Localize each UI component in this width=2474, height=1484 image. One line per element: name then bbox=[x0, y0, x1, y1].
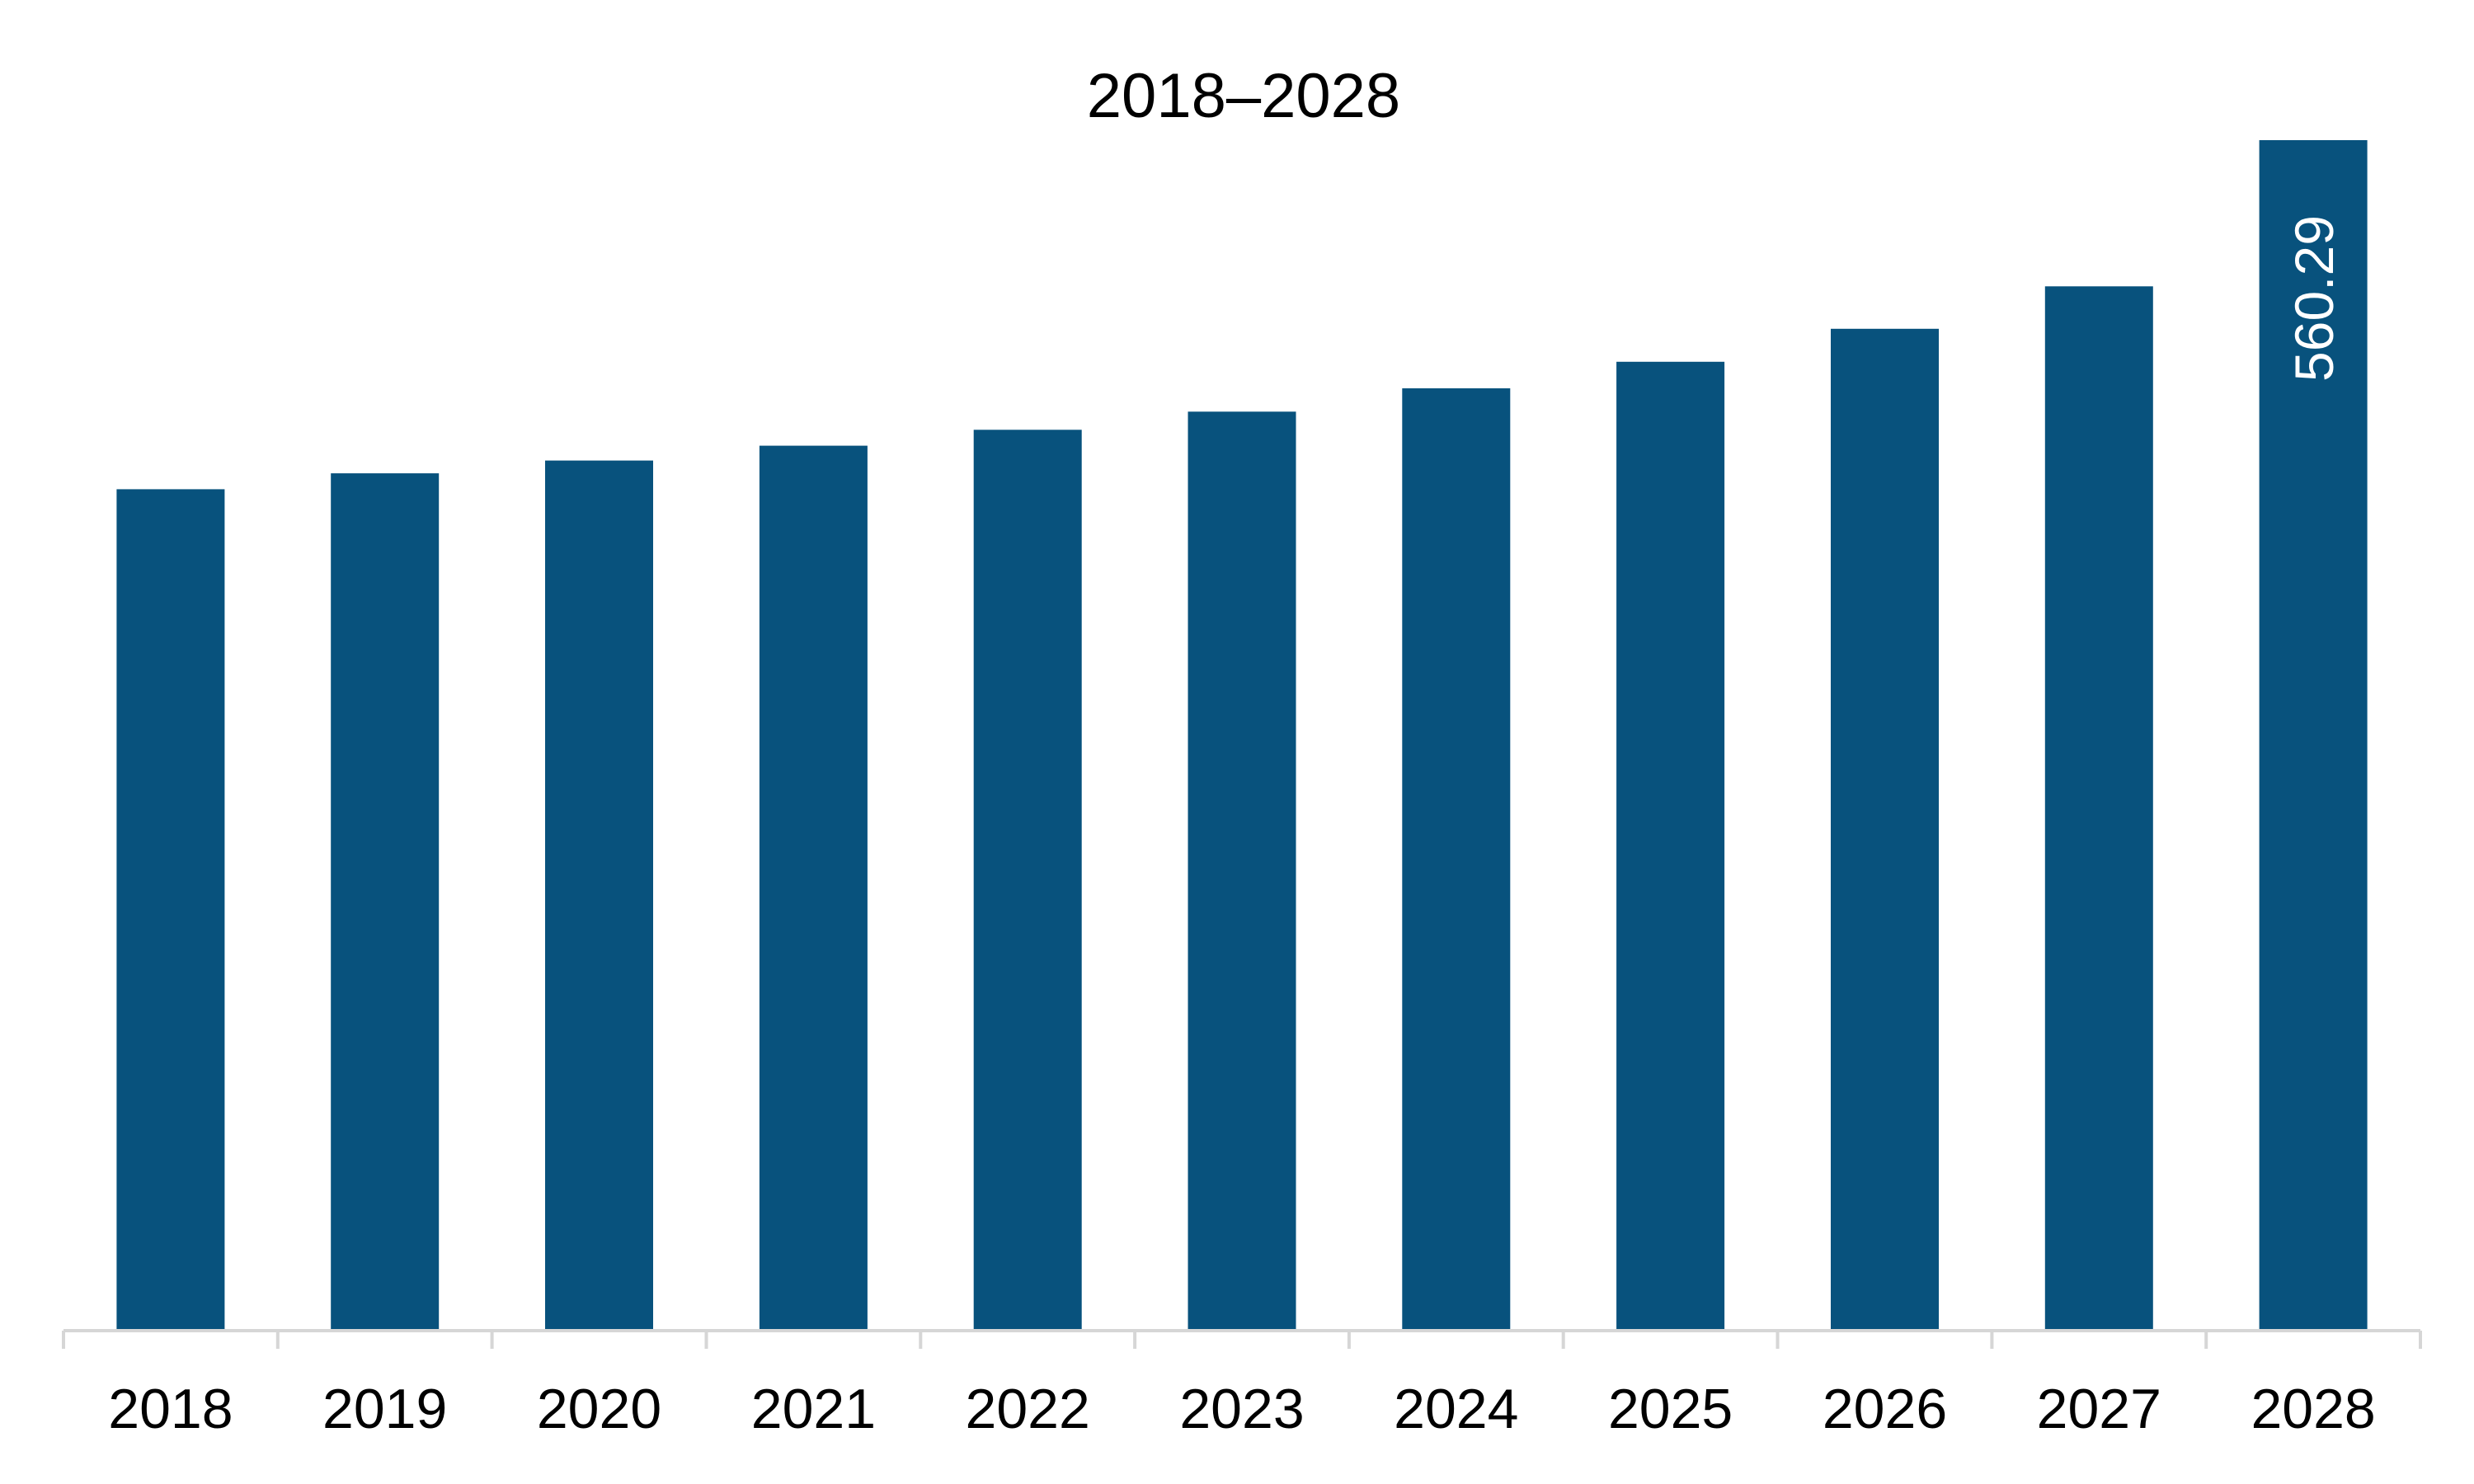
bar-2022 bbox=[973, 430, 1082, 1331]
data-labels: 560.29 bbox=[2284, 215, 2345, 382]
bar-2026 bbox=[1831, 328, 1939, 1331]
bar-2023 bbox=[1188, 411, 1296, 1331]
x-tick-label-2025: 2025 bbox=[1608, 1378, 1733, 1440]
x-tick-label-2024: 2024 bbox=[1394, 1378, 1518, 1440]
x-tick-label-2022: 2022 bbox=[966, 1378, 1090, 1440]
bar-2021 bbox=[759, 445, 868, 1331]
x-tick-label-2018: 2018 bbox=[108, 1378, 233, 1440]
x-tick-label-2021: 2021 bbox=[751, 1378, 876, 1440]
bar-2019 bbox=[331, 473, 440, 1331]
x-tick-label-2026: 2026 bbox=[1823, 1378, 1947, 1440]
x-axis-labels: 2018 2019 2020 2021 2022 2023 2024 2025 2026 2027… bbox=[108, 1378, 2375, 1440]
x-tick-label-2028: 2028 bbox=[2251, 1378, 2375, 1440]
x-tick-label-2020: 2020 bbox=[537, 1378, 661, 1440]
bar-2028 bbox=[2259, 140, 2368, 1331]
x-tick-label-2019: 2019 bbox=[322, 1378, 447, 1440]
bar-2024 bbox=[1402, 388, 1511, 1331]
bar-2025 bbox=[1616, 361, 1725, 1331]
chart-title: 2018–2028 bbox=[1087, 61, 1400, 131]
x-axis bbox=[62, 1329, 2422, 1349]
data-label-2028: 560.29 bbox=[2284, 215, 2345, 382]
bars-layer bbox=[116, 140, 2368, 1331]
bar-2027 bbox=[2044, 286, 2153, 1331]
bar-2020 bbox=[545, 460, 653, 1331]
x-tick-label-2027: 2027 bbox=[2037, 1378, 2161, 1440]
x-tick-label-2023: 2023 bbox=[1179, 1378, 1304, 1440]
bar-2018 bbox=[116, 489, 225, 1331]
